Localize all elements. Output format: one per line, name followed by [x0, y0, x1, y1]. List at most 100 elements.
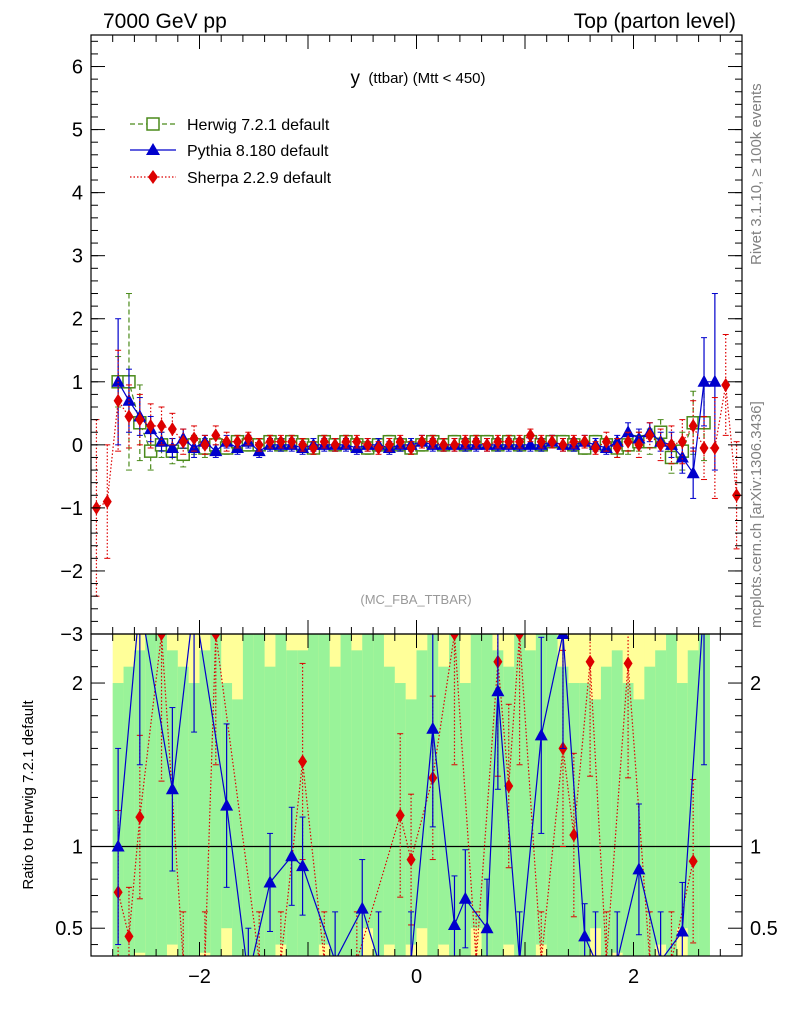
- legend-entry-pythia: Pythia 8.180 default: [130, 143, 329, 160]
- sherpa-point: [157, 418, 167, 433]
- ratio-band-green: [568, 683, 580, 956]
- pythia-ratio-point: [165, 782, 179, 795]
- sherpa-point: [493, 434, 503, 449]
- sherpa-ratio-point: [449, 634, 459, 641]
- ratio-band-green: [253, 634, 266, 956]
- pythia-point: [708, 374, 722, 387]
- ratio-band-green: [655, 650, 667, 945]
- ratio-x-tick-label: 0: [411, 966, 422, 988]
- pythia-point: [632, 431, 646, 444]
- sherpa-point: [287, 434, 297, 449]
- pythia-ratio-point: [447, 917, 461, 930]
- sherpa-point: [525, 428, 535, 443]
- sherpa-point: [536, 434, 546, 449]
- main-y-tick-label: 6: [72, 57, 83, 79]
- ratio-band-green: [579, 683, 591, 956]
- sherpa-ratio-point: [298, 754, 308, 769]
- sherpa-point: [167, 422, 177, 437]
- sherpa-point: [460, 434, 470, 449]
- pythia-ratio-point: [556, 634, 570, 639]
- ratio-band-green: [546, 634, 559, 956]
- sherpa-point: [363, 437, 373, 452]
- ratio-band-green: [351, 650, 363, 956]
- ratio-band-green: [416, 650, 428, 929]
- ratio-band-green: [275, 634, 287, 945]
- sherpa-ratio-point: [623, 656, 633, 671]
- sherpa-point: [113, 393, 123, 408]
- pythia-ratio-point: [426, 721, 440, 734]
- pythia-point: [165, 440, 179, 453]
- pythia-ratio-point: [458, 891, 472, 904]
- ratio-band-green: [232, 699, 244, 956]
- ratio-band-green: [676, 683, 689, 929]
- pythia-ratio-point: [698, 594, 711, 606]
- ratio-band-green: [449, 634, 461, 956]
- ratio-band-green: [687, 650, 700, 956]
- pythia-ratio-point: [263, 875, 277, 888]
- sherpa-point: [395, 434, 405, 449]
- pythia-ratio-point: [534, 728, 548, 741]
- ratio-band-green: [611, 650, 624, 953]
- legend-entry-sherpa: Sherpa 2.2.9 default: [130, 170, 332, 187]
- pythia-ratio-line: [117, 634, 703, 956]
- main-y-tick-label: 5: [72, 120, 83, 142]
- sherpa-point: [308, 440, 318, 455]
- main-y-tick-label: −1: [60, 498, 83, 520]
- sherpa-point: [265, 434, 275, 449]
- sherpa-ratio-point: [135, 810, 145, 825]
- sherpa-ratio-point: [515, 634, 525, 641]
- main-y-tick-label: 0: [72, 435, 83, 457]
- energy-label: 7000 GeV pp: [103, 10, 227, 33]
- sherpa-point: [428, 434, 438, 449]
- axes: −3 −2 −1 0 1 2 3 4 5 6 −2 0 2 0.5 0.5 1 1 2 2: [55, 34, 778, 988]
- mcplots-label: mcplots.cern.ch [arXiv:1306.3436]: [748, 401, 765, 628]
- rivet-label: Rivet 3.1.10, ≥ 100k events: [748, 83, 765, 265]
- sherpa-point: [102, 494, 112, 509]
- legend-marker-pythia: [146, 143, 160, 155]
- sherpa-point: [439, 437, 449, 452]
- ratio-band-green: [188, 683, 200, 956]
- sherpa-point: [504, 434, 514, 449]
- sherpa-point: [591, 440, 601, 455]
- plot-title: y (ttbar) (Mtt < 450): [350, 68, 485, 89]
- ratio-band-green: [470, 634, 483, 929]
- pythia-point: [523, 437, 537, 450]
- sherpa-point: [601, 434, 611, 449]
- main-y-tick-label: 2: [72, 309, 83, 331]
- pythia-ratio-point: [188, 594, 201, 606]
- ratio-band-green: [644, 666, 656, 956]
- pythia-point: [621, 425, 635, 438]
- legend-entry-herwig: Herwig 7.2.1 default: [130, 117, 330, 134]
- ratio-band-green: [666, 634, 678, 956]
- ratio-x-tick-label: −2: [188, 966, 211, 988]
- pythia-point: [209, 444, 223, 457]
- pythia-ratio-point: [480, 921, 494, 934]
- main-y-tick-label: 4: [72, 183, 83, 205]
- ratio-band-green: [362, 634, 374, 929]
- ratio-band-green: [514, 634, 526, 956]
- ratio-band-green: [210, 634, 222, 956]
- sherpa-ratio-point: [124, 929, 134, 944]
- sherpa-ratio-point: [585, 654, 595, 669]
- sherpa-point: [666, 437, 676, 452]
- sherpa-ratio-point: [504, 779, 514, 794]
- ratio-band-green: [264, 666, 276, 956]
- sherpa-point: [656, 437, 666, 452]
- ratio-y-tick-label-right: 1: [750, 836, 761, 858]
- sherpa-ratio-point: [395, 808, 405, 823]
- ratio-band-green: [308, 634, 320, 956]
- sherpa-ratio-point: [406, 852, 416, 867]
- sherpa-ratio-point: [688, 854, 698, 869]
- sherpa-point: [482, 437, 492, 452]
- sherpa-point: [699, 440, 709, 455]
- sherpa-point: [634, 437, 644, 452]
- legend-marker-sherpa: [148, 170, 158, 184]
- main-panel: [91, 293, 742, 597]
- ratio-y-tick-label-right: 2: [750, 673, 761, 695]
- sherpa-point: [612, 440, 622, 455]
- ratio-y-tick-label-left: 0.5: [55, 918, 83, 940]
- ratio-y-tick-label-left: 2: [72, 673, 83, 695]
- pythia-point: [697, 374, 711, 387]
- main-y-tick-label: −2: [60, 561, 83, 583]
